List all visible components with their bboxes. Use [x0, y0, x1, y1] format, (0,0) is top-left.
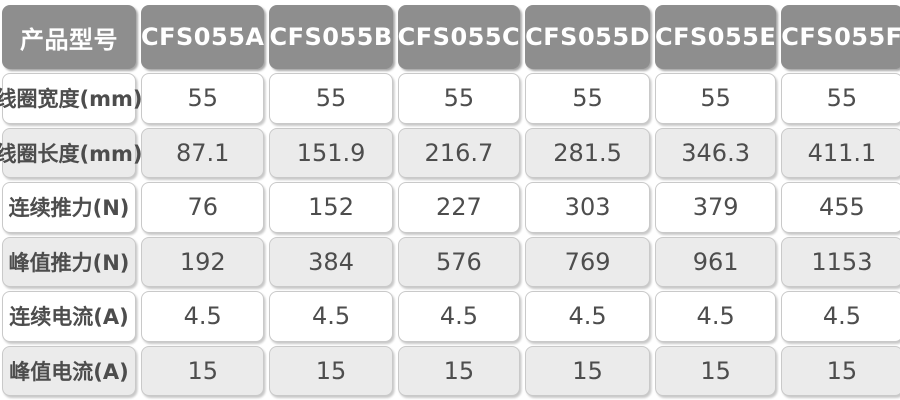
value-cell: 4.5	[525, 291, 650, 342]
row-label-coil-length: 线圈长度(mm)	[0, 127, 142, 178]
header-cell-model: CFS055E	[654, 5, 777, 69]
value-cell: 576	[397, 236, 521, 287]
value-cell: 346.3	[654, 127, 777, 178]
value-cell: 55	[781, 73, 900, 124]
value-cell: 192	[141, 236, 265, 287]
value-cell: 303	[525, 182, 650, 233]
row-label-continuous-current: 连续电流(A)	[2, 291, 136, 342]
header-cell-model: CFS055D	[525, 5, 650, 69]
row-label-peak-current: 峰值电流(A)	[2, 345, 136, 396]
row-label-coil-width: 线圈宽度(mm)	[0, 73, 142, 124]
value-cell: 379	[654, 182, 777, 233]
row-label-peak-thrust: 峰值推力(N)	[2, 236, 136, 287]
header-cell-product-model: 产品型号	[2, 5, 136, 69]
header-cell-model: CFS055F	[781, 5, 900, 69]
value-cell: 15	[525, 345, 650, 396]
value-cell: 55	[397, 73, 521, 124]
header-cell-model: CFS055B	[269, 5, 393, 69]
value-cell: 4.5	[781, 291, 900, 342]
value-cell: 55	[525, 73, 650, 124]
value-cell: 55	[141, 73, 265, 124]
value-cell: 455	[781, 182, 900, 233]
value-cell: 151.9	[269, 127, 393, 178]
value-cell: 76	[141, 182, 265, 233]
value-cell: 384	[269, 236, 393, 287]
value-cell: 15	[654, 345, 777, 396]
header-cell-model: CFS055A	[141, 5, 265, 69]
value-cell: 216.7	[397, 127, 521, 178]
value-cell: 4.5	[141, 291, 265, 342]
value-cell: 281.5	[525, 127, 650, 178]
value-cell: 15	[269, 345, 393, 396]
value-cell: 15	[781, 345, 900, 396]
value-cell: 152	[269, 182, 393, 233]
value-cell: 961	[654, 236, 777, 287]
value-cell: 411.1	[781, 127, 900, 178]
value-cell: 4.5	[269, 291, 393, 342]
value-cell: 4.5	[397, 291, 521, 342]
value-cell: 1153	[781, 236, 900, 287]
value-cell: 87.1	[141, 127, 265, 178]
value-cell: 769	[525, 236, 650, 287]
value-cell: 55	[654, 73, 777, 124]
value-cell: 4.5	[654, 291, 777, 342]
header-cell-model: CFS055C	[397, 5, 521, 69]
row-label-continuous-thrust: 连续推力(N)	[2, 182, 136, 233]
value-cell: 227	[397, 182, 521, 233]
value-cell: 15	[141, 345, 265, 396]
value-cell: 55	[269, 73, 393, 124]
value-cell: 15	[397, 345, 521, 396]
